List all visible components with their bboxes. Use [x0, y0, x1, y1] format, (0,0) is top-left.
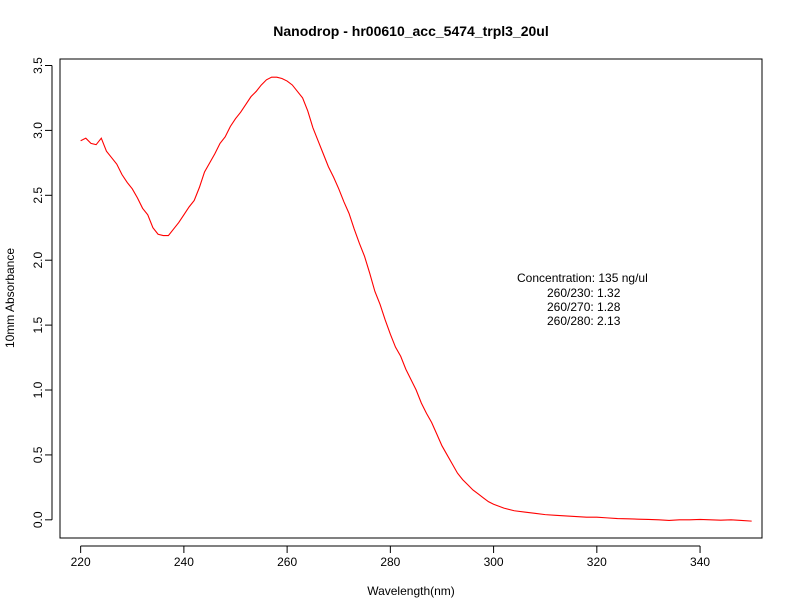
plot-frame [59, 58, 763, 539]
annotation-concentration: Concentration: 135 ng/ul [517, 271, 648, 285]
x-tick-label: 340 [690, 555, 710, 569]
y-tick-label: 3.0 [31, 122, 45, 139]
x-tick-label: 260 [277, 555, 297, 569]
x-tick-label: 240 [174, 555, 194, 569]
y-tick-label: 1.5 [31, 316, 45, 333]
y-tick-label: 0.0 [31, 511, 45, 528]
chart-title: Nanodrop - hr00610_acc_5474_trpl3_20ul [273, 23, 548, 39]
y-tick-label: 2.5 [31, 187, 45, 204]
annotation-ratio-260-230: 260/230: 1.32 [547, 286, 621, 300]
x-axis-label: Wavelength(nm) [367, 584, 455, 598]
y-axis: 0.0 0.5 1.0 1.5 2.0 2.5 3.0 3.5 [31, 57, 53, 528]
y-tick-label: 0.5 [31, 446, 45, 463]
x-axis: 220 240 260 280 300 320 340 [71, 545, 710, 569]
y-tick-label: 2.0 [31, 252, 45, 269]
absorbance-series-line [80, 76, 752, 522]
y-tick-label: 3.5 [31, 57, 45, 74]
x-tick-label: 300 [484, 555, 504, 569]
y-axis-label: 10mm Absorbance [3, 248, 17, 348]
y-tick-label: 1.0 [31, 381, 45, 398]
x-tick-label: 220 [71, 555, 91, 569]
stats-annotation: Concentration: 135 ng/ul 260/230: 1.32 2… [517, 271, 648, 328]
annotation-ratio-260-280: 260/280: 2.13 [547, 314, 621, 328]
annotation-ratio-260-270: 260/270: 1.28 [547, 300, 621, 314]
x-tick-label: 320 [587, 555, 607, 569]
x-tick-label: 280 [380, 555, 400, 569]
